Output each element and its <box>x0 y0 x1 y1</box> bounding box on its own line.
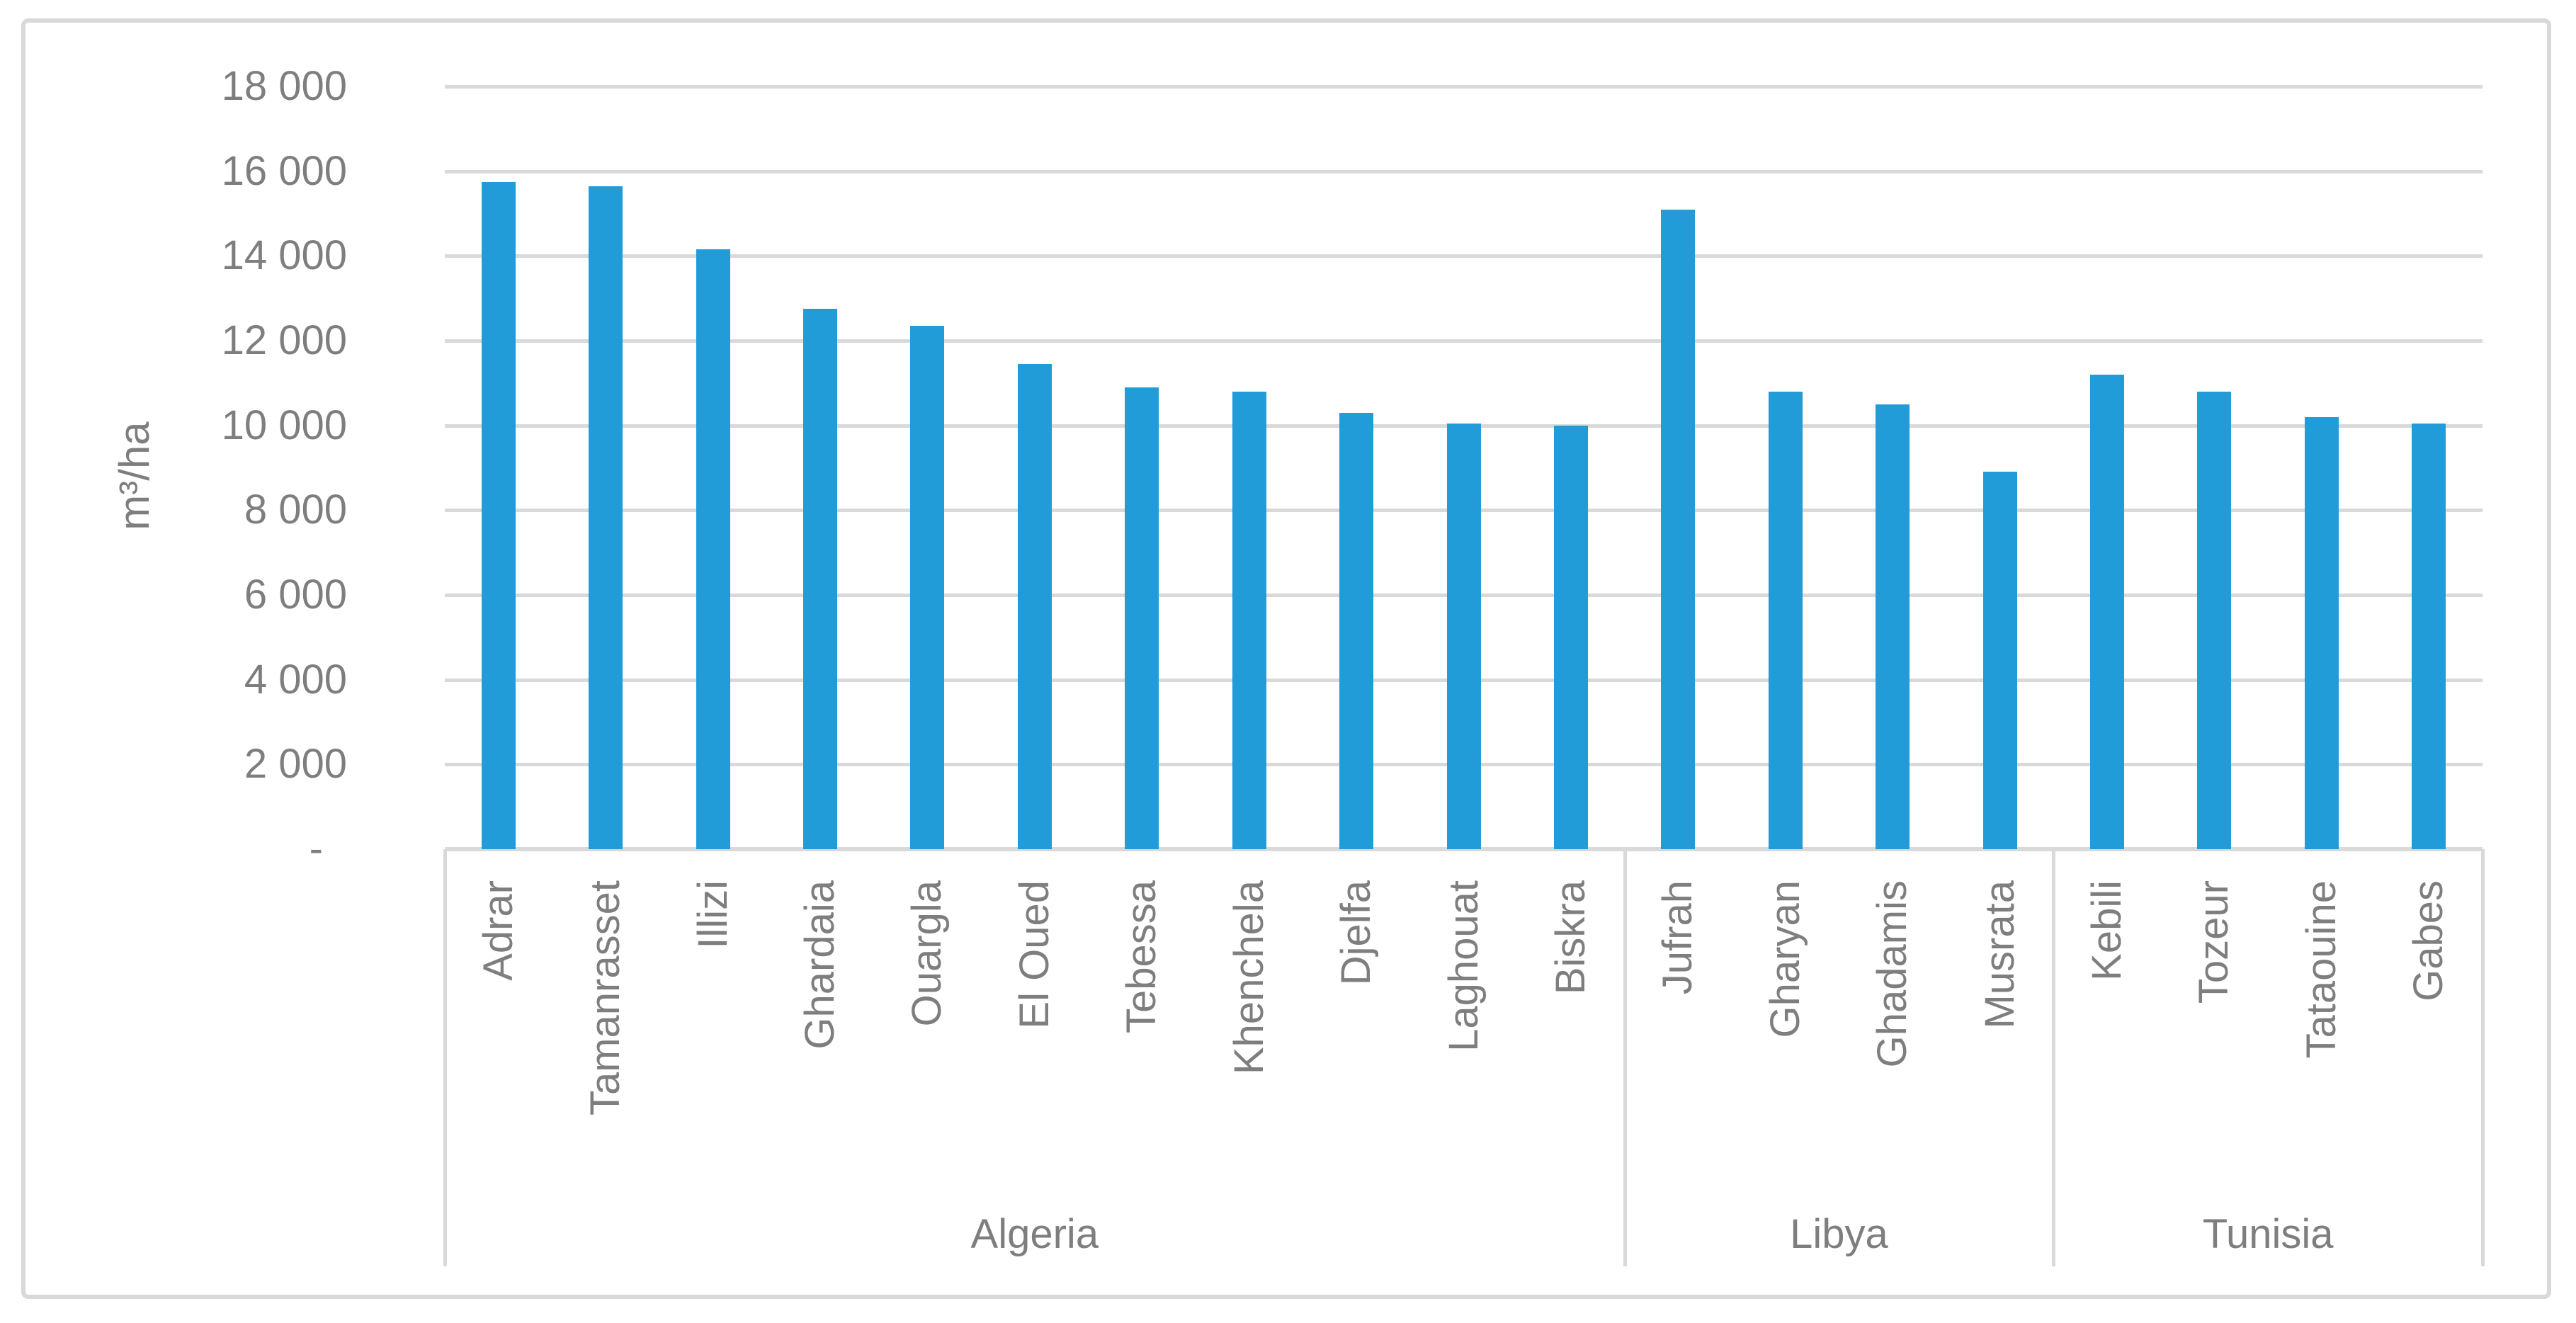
y-tick-label: 14 000 <box>221 232 347 279</box>
y-tick-label-zero: - <box>309 826 323 872</box>
category-label: Illizi <box>689 880 736 949</box>
bar-tozeur <box>2197 391 2232 849</box>
gridline <box>445 254 2483 259</box>
category-label: Laghouat <box>1440 880 1487 1052</box>
category-label: Djelfa <box>1333 880 1380 986</box>
bar-laghouat <box>1446 423 1481 849</box>
bar-tebessa <box>1125 387 1159 849</box>
y-tick-label: 4 000 <box>244 656 347 703</box>
y-tick-label: 2 000 <box>244 741 347 788</box>
bar-ghadamis <box>1876 404 1910 849</box>
bar-khenchela <box>1232 391 1266 849</box>
category-box-left-edge <box>443 849 447 1266</box>
bar-el-oued <box>1017 363 1052 849</box>
y-tick-label: 8 000 <box>244 487 347 533</box>
chart-border <box>21 18 2551 1299</box>
group-separator <box>2481 849 2485 1266</box>
y-tick-label: 6 000 <box>244 572 347 618</box>
x-axis-line <box>445 847 2483 851</box>
bar-adrar <box>481 181 516 849</box>
y-tick-label: 12 000 <box>221 317 347 363</box>
bar-djelfa <box>1339 412 1374 849</box>
gridline <box>445 85 2483 89</box>
bar-gharyan <box>1768 391 1803 849</box>
bar-ghardaia <box>802 309 837 849</box>
group-label-algeria: Algeria <box>970 1211 1099 1257</box>
gridline <box>445 169 2483 174</box>
bar-gabes <box>2412 423 2446 849</box>
group-label-libya: Libya <box>1790 1211 1888 1257</box>
gridline <box>445 339 2483 343</box>
y-tick-label: 16 000 <box>221 147 347 194</box>
bar-ouargla <box>910 326 945 849</box>
bar-musrata <box>1982 472 2017 849</box>
category-label: Adrar <box>475 880 521 981</box>
bar-kebili <box>2090 374 2125 849</box>
bar-tataouine <box>2304 416 2339 849</box>
bar-jufrah <box>1661 209 1696 849</box>
group-label-tunisia: Tunisia <box>2202 1211 2334 1257</box>
group-separator <box>1623 849 1627 1266</box>
category-label: Tamanrasset <box>582 880 629 1116</box>
group-separator <box>2052 849 2056 1266</box>
y-tick-label: 10 000 <box>221 402 347 448</box>
bar-illizi <box>696 249 730 849</box>
bar-biskra <box>1553 425 1588 849</box>
y-tick-label: 18 000 <box>221 63 347 109</box>
category-label: Biskra <box>1547 880 1594 995</box>
bar-tamanrasset <box>589 186 623 849</box>
